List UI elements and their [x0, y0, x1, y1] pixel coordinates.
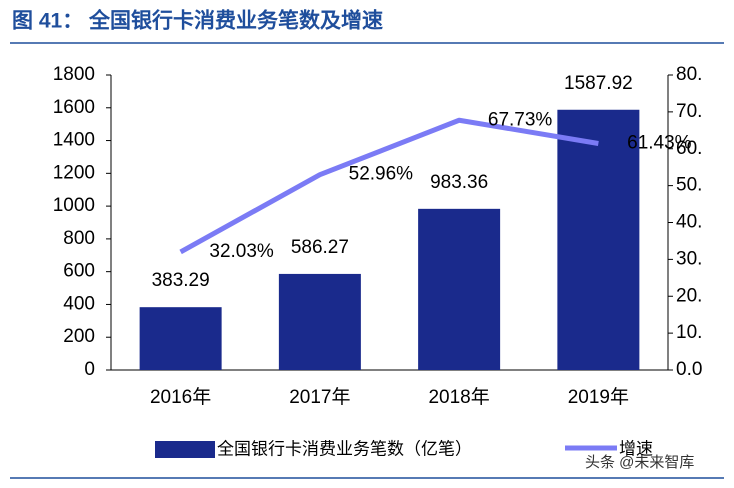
y2-tick-label: 50. — [676, 175, 702, 196]
x-tick-label: 2016年 — [150, 386, 211, 408]
bar-value-label: 586.27 — [291, 237, 349, 258]
bar — [557, 109, 640, 370]
legend-label: 增速 — [619, 439, 653, 458]
line-value-label: 52.96% — [349, 164, 414, 185]
bar-value-label: 383.29 — [152, 270, 210, 291]
chart-title: 图 41： 全国银行卡消费业务笔数及增速 — [12, 9, 383, 33]
y-tick-label: 0 — [84, 359, 95, 380]
x-tick-label: 2017年 — [289, 386, 350, 408]
y-tick-label: 400 — [63, 293, 95, 314]
line-value-label: 32.03% — [209, 241, 274, 262]
y-tick-label: 600 — [63, 261, 95, 282]
legend-label: 全国银行卡消费业务笔数（亿笔） — [217, 439, 472, 458]
bar-value-label: 1587.92 — [564, 73, 633, 94]
line — [179, 117, 599, 255]
y-tick-label: 1400 — [53, 130, 95, 151]
bar-value-label: 983.36 — [430, 172, 488, 193]
bar — [139, 307, 222, 370]
y-tick-label: 1200 — [53, 162, 95, 183]
y-tick-label: 1000 — [53, 195, 95, 216]
bar — [278, 273, 361, 370]
x-tick-label: 2019年 — [568, 386, 629, 408]
y2-tick-label: 70. — [676, 101, 702, 122]
y-tick-label: 1600 — [53, 97, 95, 118]
y2-tick-label: 0.0 — [676, 359, 702, 380]
bar — [418, 208, 501, 370]
line-value-label: 67.73% — [488, 109, 553, 130]
y2-tick-label: 60. — [676, 138, 702, 159]
line-value-label: 61.43% — [627, 132, 692, 153]
legend-swatch — [155, 441, 215, 458]
y-tick-label: 200 — [63, 326, 95, 347]
y2-tick-label: 40. — [676, 212, 702, 233]
y-tick-label: 1800 — [53, 64, 95, 85]
y2-tick-label: 20. — [676, 285, 702, 306]
y-tick-label: 800 — [63, 228, 95, 249]
watermark: 头条 @未来智库 — [585, 453, 694, 471]
y2-tick-label: 80. — [676, 64, 702, 85]
y2-tick-label: 30. — [676, 248, 702, 269]
y2-tick-label: 10. — [676, 322, 702, 343]
x-tick-label: 2018年 — [428, 386, 489, 408]
